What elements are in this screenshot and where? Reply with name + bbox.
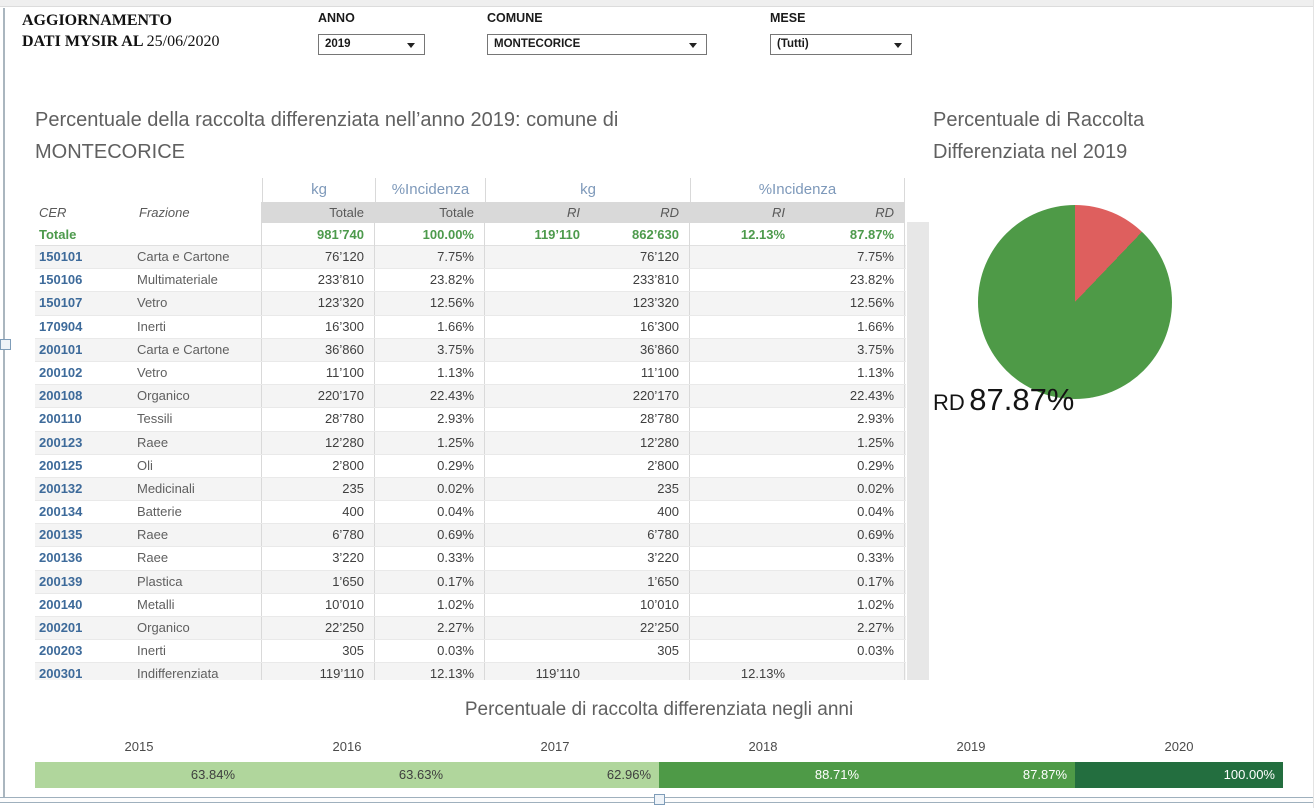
resize-handle-left[interactable]: [0, 339, 11, 350]
mese-dropdown[interactable]: (Tutti): [770, 34, 912, 55]
pie-rd-label: RD 87.87%: [933, 382, 1074, 418]
anno-dropdown[interactable]: 2019: [318, 34, 425, 55]
col-header-ri-inc: RI: [690, 202, 795, 223]
update-note: AGGIORNAMENTO DATI MYSIR AL 25/06/2020: [22, 10, 220, 52]
totale-inc: 100.00%: [375, 223, 485, 246]
pie-chart-title: Percentuale di Raccolta Differenziata ne…: [933, 109, 1145, 163]
yearly-chart-title: Percentuale di raccolta differenziata ne…: [464, 699, 854, 720]
group-header-empty: [35, 178, 262, 202]
col-header-totale-kg: Totale: [262, 202, 375, 223]
chevron-down-icon: [407, 43, 415, 48]
pie-rd-label-prefix: RD: [933, 390, 965, 415]
selection-border-left: [3, 8, 5, 797]
summary-table: kg %Incidenza kg %Incidenza CER Frazione…: [35, 178, 906, 680]
filter-comune-label: COMUNE: [487, 11, 543, 25]
pie-rd-label-value: 87.87%: [969, 382, 1075, 417]
table-column-header-row: CER Frazione Totale Totale RI RD RI RD: [35, 202, 906, 223]
year-bar-segment[interactable]: 63.63%: [243, 762, 451, 788]
table-row[interactable]: 200108 Organico 220’170 22.43% 220’170 2…: [35, 385, 906, 409]
filter-mese-label: MESE: [770, 11, 806, 25]
table-row[interactable]: 200102 Vetro 11’100 1.13% 11’100 1.13%: [35, 361, 906, 386]
table-group-header-row: kg %Incidenza kg %Incidenza: [35, 178, 906, 202]
totale-kg-rd: 862’630: [590, 223, 690, 246]
year-label: 2020: [1164, 739, 1194, 754]
page-title: Percentuale della raccolta differenziata…: [35, 109, 619, 163]
mese-dropdown-value: (Tutti): [777, 38, 809, 50]
group-header-kg-rird: kg: [485, 178, 690, 202]
totale-kg-ri: 119’110: [534, 227, 580, 242]
col-header-ri-kg: RI: [485, 202, 590, 223]
table-row[interactable]: 200125 Oli 2’800 0.29% 2’800 0.29%: [35, 454, 906, 478]
table-row[interactable]: 200132 Medicinali 235 0.02% 235 0.02%: [35, 477, 906, 502]
totale-kg: 981’740: [262, 223, 375, 246]
anno-dropdown-value: 2019: [325, 38, 351, 50]
table-body: 150101 Carta e Cartone 76’120 7.75% 76’1…: [35, 246, 906, 680]
year-bar-segment[interactable]: 100.00%: [1075, 762, 1283, 788]
year-labels: 2015 2016 2017 2018 2019 2020: [35, 739, 1283, 757]
filter-anno-label: ANNO: [318, 11, 355, 25]
table-row[interactable]: 200134 Batterie 400 0.04% 400 0.04%: [35, 501, 906, 525]
totale-inc-ri: 12.13%: [740, 227, 785, 242]
filter-anno: ANNO 2019: [318, 11, 425, 55]
update-note-line1: AGGIORNAMENTO: [22, 12, 172, 29]
table-row[interactable]: 150107 Vetro 123’320 12.56% 123’320 12.5…: [35, 292, 906, 316]
table-row[interactable]: 200301 Indifferenziata 119’110 12.13% 11…: [35, 663, 906, 680]
table-row[interactable]: 200136 Raee 3’220 0.33% 3’220 0.33%: [35, 547, 906, 571]
resize-handle-bottom[interactable]: [654, 794, 665, 805]
table-row[interactable]: 150106 Multimateriale 233’810 23.82% 233…: [35, 269, 906, 293]
year-label: 2017: [540, 739, 570, 754]
totale-inc-rd: 87.87%: [795, 223, 905, 246]
filter-mese: MESE (Tutti): [770, 11, 912, 55]
col-header-rd-inc: RD: [795, 202, 905, 223]
year-bar-segment[interactable]: 62.96%: [451, 762, 659, 788]
table-row[interactable]: 200110 Tessili 28’780 2.93% 28’780 2.93%: [35, 408, 906, 432]
totale-label: Totale: [39, 227, 77, 242]
year-label: 2016: [332, 739, 362, 754]
col-header-frazione: Frazione: [135, 202, 262, 223]
table-row[interactable]: 150101 Carta e Cartone 76’120 7.75% 76’1…: [35, 246, 906, 270]
col-header-totale-inc: Totale: [375, 202, 485, 223]
chevron-down-icon: [689, 43, 697, 48]
group-header-incidenza-totale: %Incidenza: [375, 178, 485, 202]
table-scrollbar-track[interactable]: [907, 222, 929, 680]
group-header-kg-totale: kg: [262, 178, 375, 202]
year-bar: 63.84% 63.63% 62.96% 88.71% 87.87% 100.00%: [35, 762, 1283, 788]
table-row[interactable]: 200140 Metalli 10’010 1.02% 10’010 1.02%: [35, 593, 906, 617]
comune-dropdown[interactable]: MONTECORICE: [487, 34, 707, 55]
table-row[interactable]: 200201 Organico 22’250 2.27% 22’250 2.27…: [35, 617, 906, 641]
pie-chart[interactable]: [978, 205, 1172, 399]
year-bar-segment[interactable]: 63.84%: [35, 762, 243, 788]
table-row[interactable]: 200139 Plastica 1’650 0.17% 1’650 0.17%: [35, 570, 906, 594]
group-header-incidenza-rird: %Incidenza: [690, 178, 905, 202]
year-label: 2018: [748, 739, 778, 754]
table-row[interactable]: 200101 Carta e Cartone 36’860 3.75% 36’8…: [35, 338, 906, 362]
window-top-strip: [0, 0, 1313, 7]
year-label: 2019: [956, 739, 986, 754]
update-note-line2: DATI MYSIR AL 25/06/2020: [22, 33, 220, 50]
col-header-rd-kg: RD: [590, 202, 690, 223]
year-bar-segment[interactable]: 88.71%: [659, 762, 867, 788]
filter-comune: COMUNE MONTECORICE: [487, 11, 707, 55]
table-row[interactable]: 200123 Raee 12’280 1.25% 12’280 1.25%: [35, 431, 906, 455]
table-row-totale[interactable]: Totale 981’740 100.00% 119’110 862’630 1…: [35, 223, 906, 246]
table-row[interactable]: 200203 Inerti 305 0.03% 305 0.03%: [35, 640, 906, 664]
col-header-cer: CER: [35, 202, 135, 223]
comune-dropdown-value: MONTECORICE: [494, 38, 581, 50]
chevron-down-icon: [894, 43, 902, 48]
update-date: 25/06/2020: [146, 33, 220, 50]
year-label: 2015: [124, 739, 154, 754]
year-bar-segment[interactable]: 87.87%: [867, 762, 1075, 788]
table-row[interactable]: 200135 Raee 6’780 0.69% 6’780 0.69%: [35, 524, 906, 548]
table-row[interactable]: 170904 Inerti 16’300 1.66% 16’300 1.66%: [35, 315, 906, 339]
